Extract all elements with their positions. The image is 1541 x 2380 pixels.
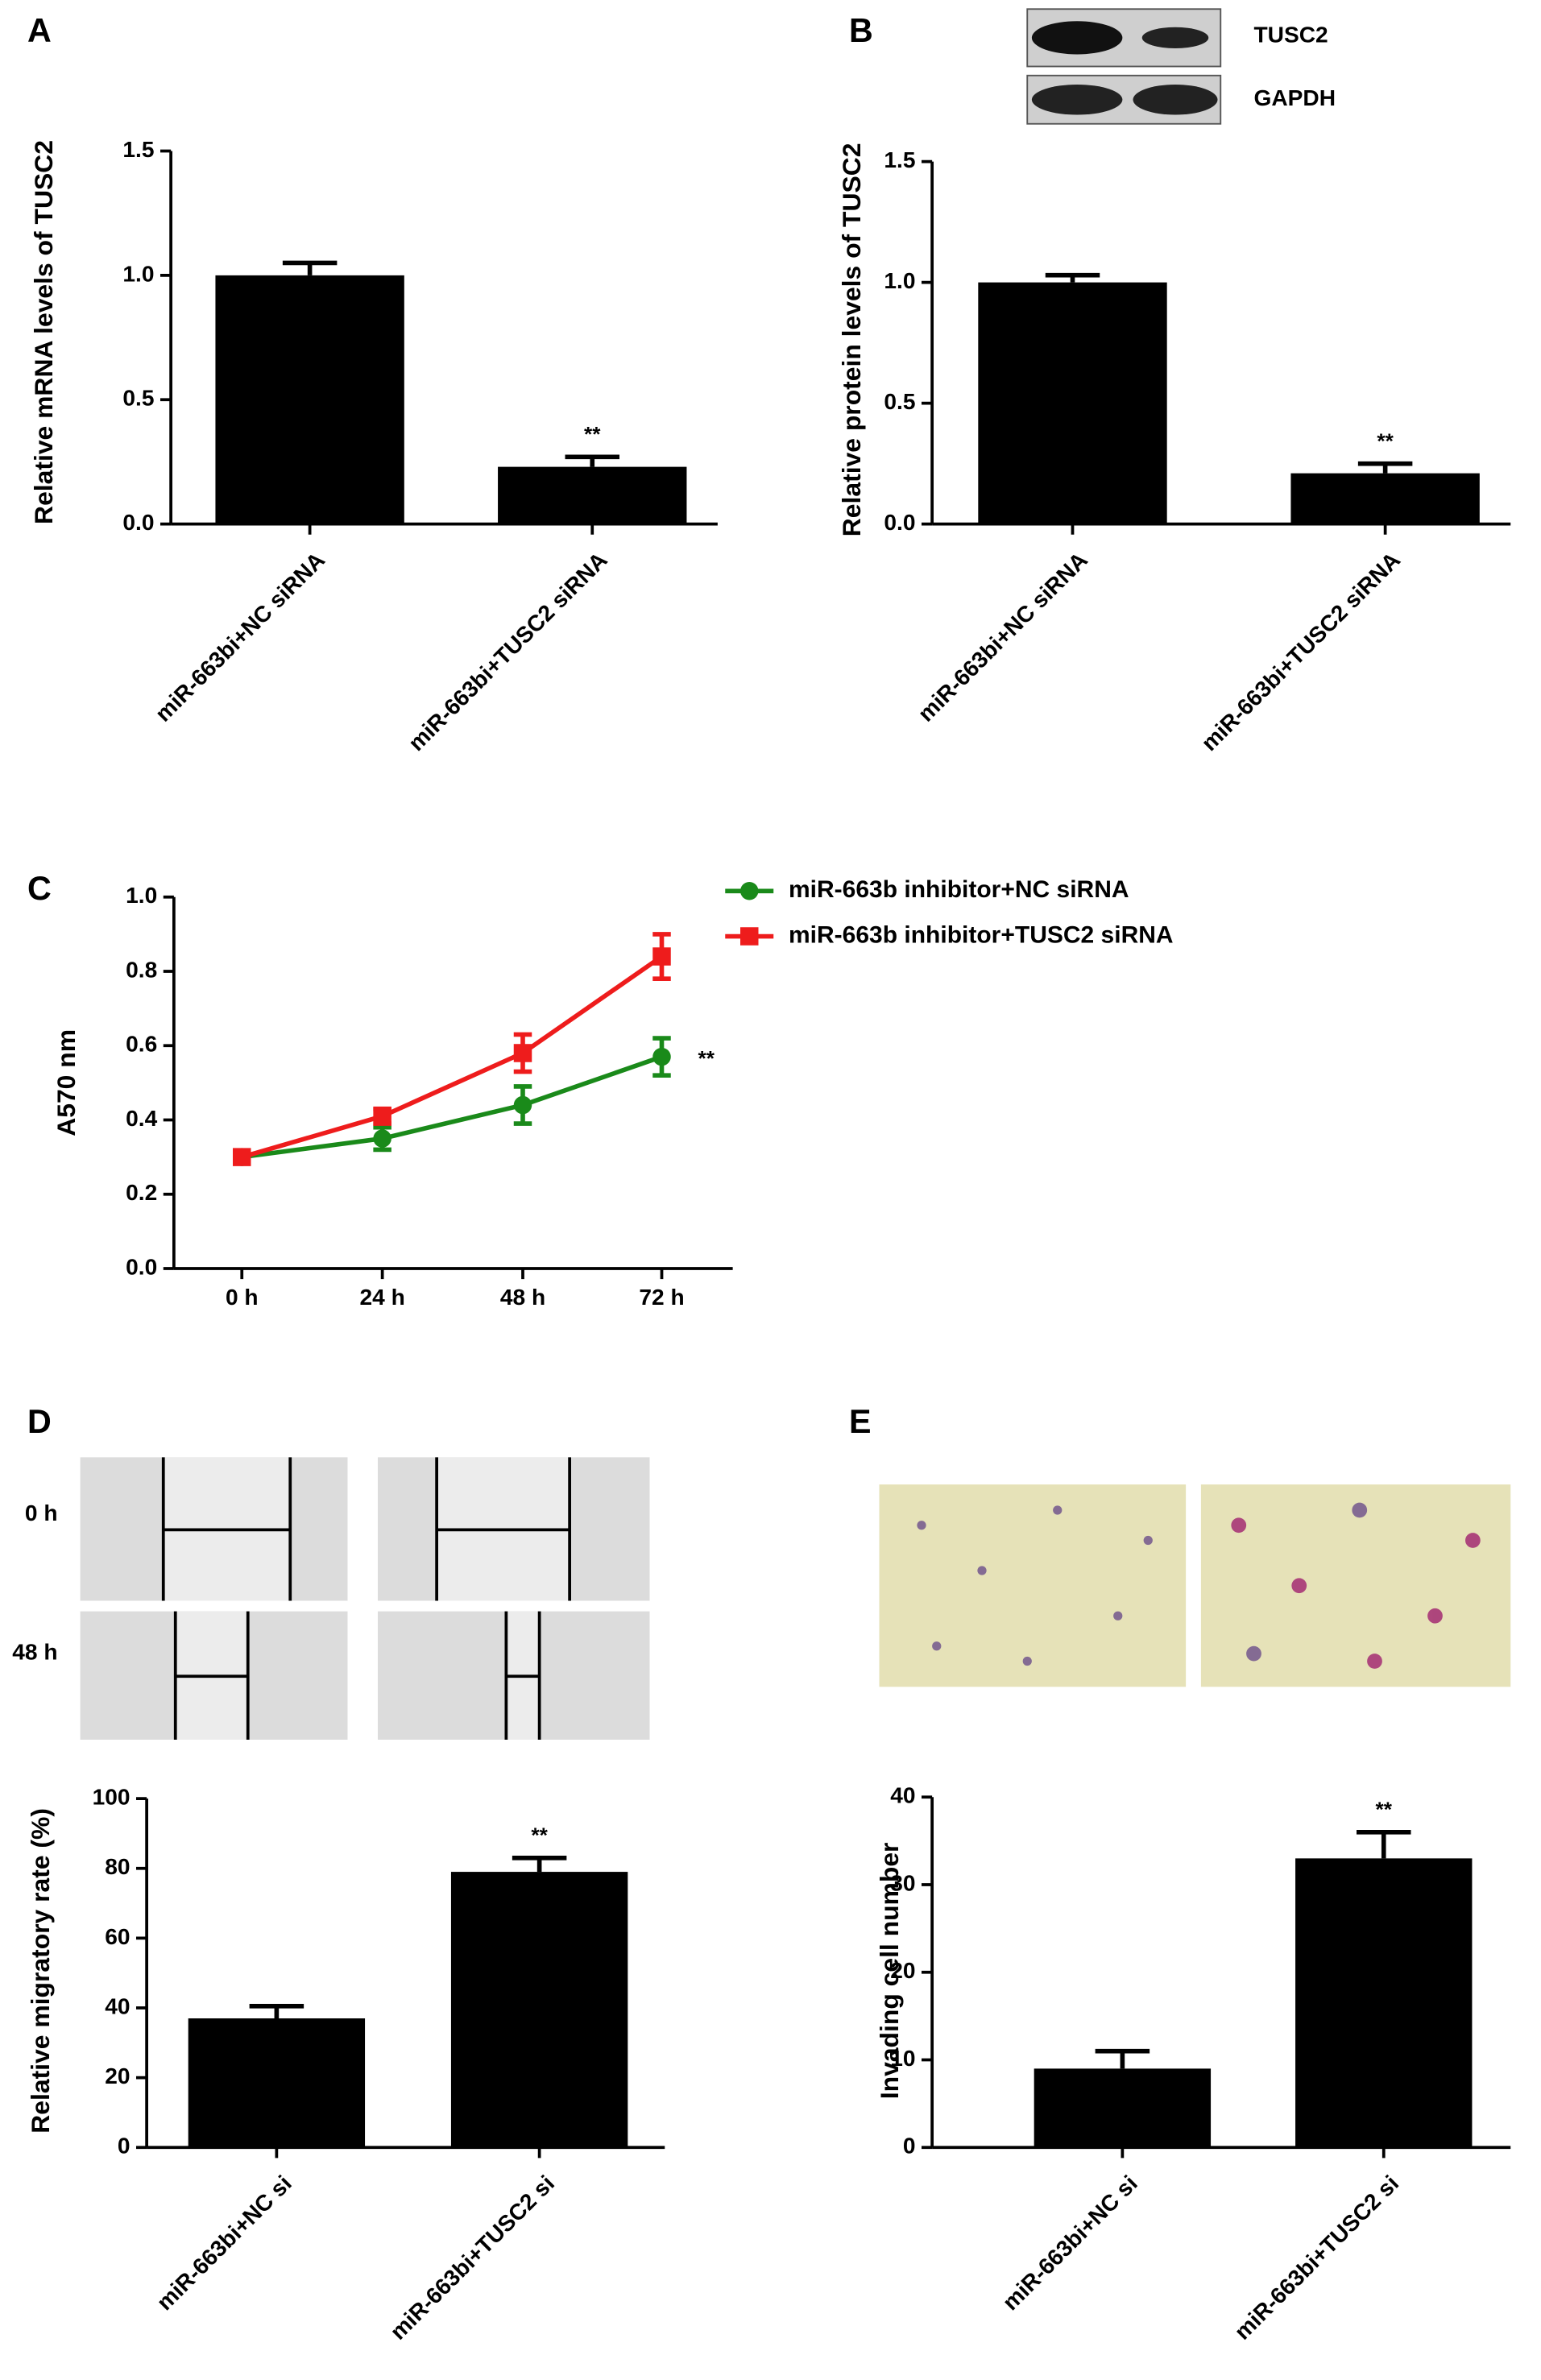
y-tick-label: 100 (93, 1785, 130, 1810)
error-bar (1095, 2048, 1150, 2069)
error-bar (1357, 1829, 1411, 1859)
y-axis-label: Relative migratory rate (%) (26, 1808, 55, 2134)
series-line (241, 954, 664, 1160)
y-tick-label: 0.8 (126, 957, 157, 982)
marker (373, 1129, 391, 1148)
y-tick-label: 40 (890, 1783, 915, 1808)
marker (652, 1047, 671, 1066)
blot-label: GAPDH (1254, 85, 1336, 110)
y-axis-label: Relative protein levels of TUSC2 (837, 143, 866, 537)
blot-label: TUSC2 (1254, 22, 1328, 47)
x-tick-label: 72 h (639, 1285, 684, 1310)
x-tick-label: 24 h (360, 1285, 405, 1310)
y-tick-label: 1.0 (122, 261, 154, 286)
y-tick-label: 0.0 (122, 510, 154, 535)
y-tick-label: 10 (890, 2046, 915, 2071)
y-tick-label: 0 (903, 2134, 916, 2159)
bar (978, 282, 1167, 524)
panel-label: D (27, 1403, 52, 1440)
y-tick-label: 1.0 (126, 883, 157, 908)
x-tick-label: 0 h (226, 1285, 259, 1310)
wound-images (80, 1457, 650, 1740)
significance: ** (584, 422, 601, 446)
panel-label: B (849, 12, 873, 49)
y-tick-label: 0.0 (126, 1254, 157, 1279)
y-tick-label: 20 (105, 2063, 130, 2088)
y-tick-label: 40 (105, 1993, 130, 2018)
error-bar (249, 2004, 304, 2018)
transwell-images (879, 1484, 1511, 1687)
error-bar (1045, 272, 1100, 283)
y-tick-label: 0.6 (126, 1032, 157, 1057)
marker (652, 947, 671, 966)
x-tick-label: miR-663bi+NC siRNA (151, 547, 329, 726)
y-tick-label: 0.5 (122, 386, 154, 411)
series-line (241, 1054, 663, 1160)
western-blot (1026, 8, 1222, 125)
x-tick-label: 48 h (500, 1285, 545, 1310)
y-tick-label: 80 (105, 1854, 130, 1879)
x-tick-label: miR-663bi+TUSC2 si (385, 2171, 559, 2345)
bar (1295, 1858, 1473, 2148)
significance: ** (1377, 428, 1394, 453)
x-tick-label: miR-663bi+TUSC2 si (1229, 2171, 1403, 2345)
bar (215, 275, 404, 524)
panel-label: E (849, 1403, 872, 1440)
significance: ** (531, 1823, 548, 1847)
x-tick-label: miR-663bi+TUSC2 siRNA (404, 547, 612, 755)
y-axis-label: Relative mRNA levels of TUSC2 (29, 140, 58, 524)
x-tick-label: miR-663bi+NC si (152, 2171, 296, 2315)
y-tick-label: 60 (105, 1924, 130, 1949)
y-tick-label: 0 (118, 2134, 130, 2159)
y-tick-label: 1.5 (884, 147, 915, 172)
bar (450, 1872, 628, 2148)
marker (513, 1095, 532, 1115)
bar (1034, 2068, 1212, 2148)
y-tick-label: 0.0 (884, 510, 915, 535)
x-tick-label: miR-663bi+NC si (998, 2171, 1142, 2315)
marker (373, 1107, 391, 1126)
significance: ** (698, 1046, 715, 1070)
y-tick-label: 0.4 (126, 1106, 157, 1131)
y-tick-label: 0.2 (126, 1180, 157, 1205)
bar (498, 466, 687, 524)
legend-label: miR-663b inhibitor+TUSC2 siRNA (789, 921, 1174, 948)
y-axis-label: Invading cell number (875, 1843, 904, 2100)
bar (1290, 473, 1480, 524)
panel-label: A (27, 12, 52, 49)
panel-label: C (27, 870, 52, 907)
y-tick-label: 1.5 (122, 137, 154, 162)
x-tick-label: miR-663bi+NC siRNA (913, 547, 1092, 726)
y-tick-label: 30 (890, 1870, 915, 1895)
x-tick-label: miR-663bi+TUSC2 siRNA (1196, 547, 1405, 755)
marker (513, 1044, 532, 1062)
error-bar (565, 454, 619, 467)
y-tick-label: 0.5 (884, 389, 915, 414)
marker (740, 882, 759, 900)
legend-label: miR-663b inhibitor+NC siRNA (789, 876, 1129, 903)
marker (740, 927, 759, 946)
y-axis-label: A570 nm (52, 1029, 81, 1136)
marker (233, 1148, 251, 1166)
error-bar (282, 260, 338, 275)
error-bar (1357, 461, 1413, 474)
y-tick-label: 1.0 (884, 268, 915, 293)
significance: ** (1376, 1797, 1393, 1821)
error-bar (512, 1855, 567, 1873)
y-tick-label: 20 (890, 1958, 915, 1983)
row-label: 48 h (12, 1640, 57, 1665)
row-label: 0 h (25, 1500, 58, 1525)
bar (188, 2018, 366, 2148)
